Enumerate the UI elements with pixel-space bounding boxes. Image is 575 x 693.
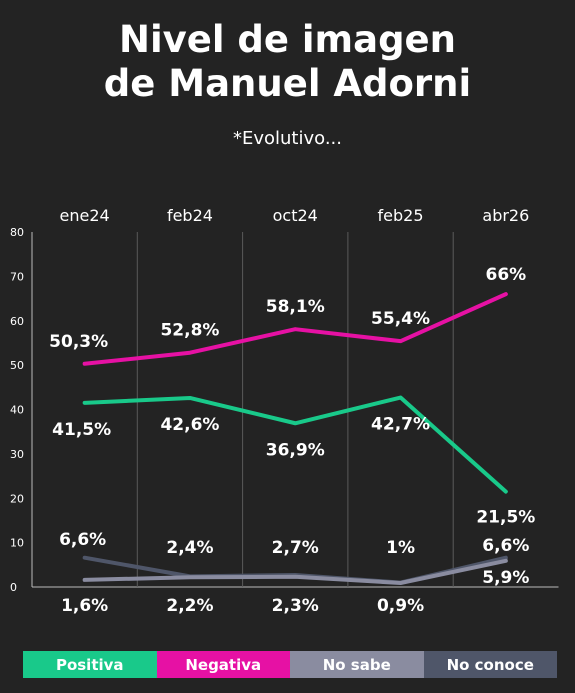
chart-title-line-2: de Manuel Adorni	[103, 62, 472, 105]
legend-item-negativa: Negativa	[156, 651, 290, 678]
data-label: 0,9%	[377, 596, 424, 616]
data-label: 1,6%	[61, 596, 108, 616]
series-line-positiva	[82, 395, 508, 494]
line-chart: 0 10 20 30 40 50 60 70 80 ene24 feb24 oct24 feb25 abr…	[10, 206, 559, 616]
data-label: 50,3%	[49, 332, 108, 352]
y-tick-label: 50	[10, 359, 24, 372]
x-category-label: ene24	[60, 206, 110, 225]
data-label: 2,7%	[272, 538, 319, 558]
y-tick-label: 20	[10, 492, 24, 505]
data-label: 52,8%	[160, 321, 219, 341]
y-tick-label: 80	[10, 226, 24, 239]
y-tick-label: 0	[10, 581, 17, 594]
y-tick-label: 30	[10, 448, 24, 461]
legend-item-no-sabe: No sabe	[290, 651, 424, 678]
data-label: 2,2%	[166, 596, 213, 616]
data-label: 42,7%	[371, 415, 430, 435]
series-line-negativa	[82, 292, 508, 366]
chart-subtitle: *Evolutivo...	[232, 128, 343, 149]
legend-item-positiva: Positiva	[23, 651, 157, 678]
legend: Positiva Negativa No sabe No conoce	[23, 651, 557, 678]
chart-title: Nivel de imagen de Manuel Adorni	[0, 18, 575, 106]
data-label: 36,9%	[266, 440, 325, 460]
legend-item-no-conoce: No conoce	[423, 651, 557, 678]
y-tick-label: 60	[10, 315, 24, 328]
y-tick-label: 70	[10, 270, 24, 283]
data-label: 55,4%	[371, 309, 430, 329]
data-label: 21,5%	[476, 508, 535, 528]
data-label: 58,1%	[266, 297, 325, 317]
data-label: 2,4%	[166, 538, 213, 558]
x-category-label: abr26	[482, 206, 529, 225]
x-category-label: feb25	[378, 206, 424, 225]
x-category-label: oct24	[273, 206, 318, 225]
data-label: 6,6%	[482, 536, 529, 556]
data-label: 2,3%	[272, 596, 319, 616]
y-tick-label: 40	[10, 404, 24, 417]
data-label: 5,9%	[482, 568, 529, 588]
chart-title-line-1: Nivel de imagen	[118, 18, 456, 61]
data-label: 6,6%	[59, 530, 106, 550]
data-label: 41,5%	[52, 420, 111, 440]
series-line-no-sabe	[82, 558, 508, 586]
data-label: 1%	[386, 538, 415, 558]
x-category-label: feb24	[167, 206, 213, 225]
data-label: 42,6%	[160, 415, 219, 435]
data-label: 66%	[485, 265, 526, 285]
y-tick-label: 10	[10, 537, 24, 550]
